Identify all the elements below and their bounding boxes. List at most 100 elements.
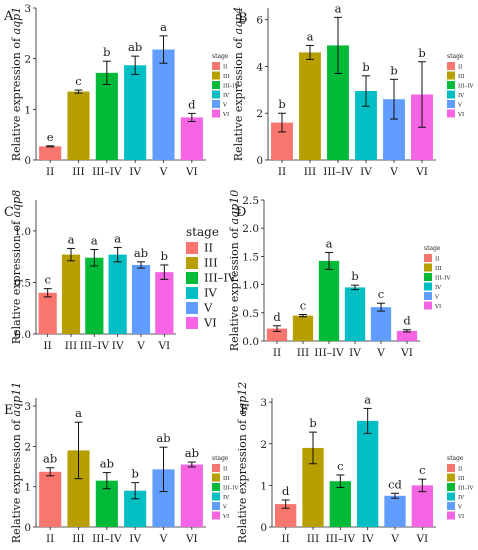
x-tick-label: III — [304, 166, 316, 178]
legend-swatch — [212, 62, 220, 70]
legend-swatch — [186, 317, 198, 329]
legend-entry: III — [458, 74, 465, 80]
legend-swatch — [212, 109, 220, 118]
bar-IV — [355, 91, 377, 160]
y-tick-label: 0.0 — [14, 329, 31, 341]
significance-letter: a — [114, 231, 121, 245]
y-tick-label: 2 — [256, 108, 263, 120]
y-axis-label: Relative expression of aqp12 — [236, 382, 249, 543]
legend-swatch — [424, 273, 432, 281]
bar-VI — [411, 485, 433, 527]
x-tick-label: VI — [157, 340, 170, 352]
x-tick-label: V — [376, 347, 385, 359]
legend-swatch — [447, 502, 455, 510]
bar-III–IV — [329, 481, 351, 527]
legend-swatch — [212, 492, 220, 501]
significance-letter: d — [403, 314, 411, 328]
y-tick-label: 4 — [256, 61, 263, 73]
legend-swatch — [447, 81, 455, 89]
significance-letter: b — [161, 249, 168, 263]
significance-letter: c — [75, 74, 81, 88]
legend-swatch — [212, 90, 220, 99]
bar-V — [383, 99, 405, 160]
legend-swatch — [424, 301, 432, 310]
legend-title: stage — [212, 455, 229, 462]
legend-title: stage — [186, 225, 219, 239]
y-tick-label: 6 — [256, 15, 263, 27]
y-tick-label: 2 — [24, 441, 31, 453]
x-tick-label: III–IV — [314, 347, 344, 359]
bar-V — [370, 307, 392, 341]
bar-III — [302, 447, 324, 527]
y-tick-label: 1.0 — [14, 226, 31, 238]
significance-letter: b — [390, 63, 397, 77]
legend-entry: III — [223, 476, 230, 482]
significance-letter: ab — [43, 452, 57, 466]
significance-letter: d — [188, 97, 196, 111]
legend-title: stage — [212, 53, 229, 60]
significance-letter: c — [337, 459, 343, 473]
legend-entry: VI — [434, 304, 441, 310]
bar-II — [266, 328, 288, 341]
legend-swatch — [186, 242, 198, 254]
y-tick-label: 1.0 — [242, 280, 259, 292]
legend-entry: IV — [435, 285, 442, 291]
legend-swatch — [447, 62, 455, 70]
significance-letter: ab — [128, 40, 142, 54]
panel-label: B — [238, 11, 248, 26]
significance-letter: b — [103, 45, 110, 59]
x-tick-label: IV — [362, 533, 374, 545]
legend-entry: III–IV — [223, 485, 239, 491]
legend-entry: IV — [458, 93, 465, 99]
bar-III — [299, 52, 321, 160]
y-tick-label: 0 — [256, 155, 263, 167]
significance-letter: c — [378, 287, 384, 301]
legend-entry: V — [434, 294, 440, 300]
panel-label: A — [3, 9, 14, 24]
legend-entry: II — [458, 466, 462, 472]
legend-swatch — [186, 272, 198, 284]
x-tick-label: V — [159, 533, 168, 545]
legend-swatch — [447, 90, 455, 99]
x-tick-label: III–IV — [323, 166, 353, 178]
x-tick-label: III — [72, 166, 84, 178]
legend-swatch — [212, 81, 220, 89]
bar-III–IV — [318, 260, 340, 341]
x-tick-label: III–IV — [326, 533, 356, 545]
significance-letter: a — [364, 392, 371, 406]
panel-label: D — [236, 205, 246, 220]
legend-swatch — [447, 511, 455, 520]
x-tick-label: VI — [400, 347, 413, 359]
legend-entry: II — [223, 64, 227, 70]
legend-entry: V — [222, 504, 228, 510]
y-axis-label: Relative expression of aqp1 — [10, 7, 23, 161]
legend-swatch — [212, 473, 220, 482]
y-tick-label: 3 — [24, 3, 31, 15]
legend-swatch — [424, 292, 432, 300]
significance-letter: d — [273, 310, 281, 324]
legend-entry: III–IV — [435, 275, 451, 281]
panel-label: C — [4, 205, 14, 220]
legend-entry: IV — [204, 286, 218, 300]
legend-entry: II — [458, 64, 462, 70]
bar-III — [67, 450, 90, 527]
legend-title: stage — [447, 53, 464, 60]
significance-letter: b — [351, 269, 358, 283]
bar-V — [131, 264, 151, 334]
y-tick-label: 1 — [24, 482, 31, 494]
significance-letter: a — [335, 1, 342, 15]
x-tick-label: V — [159, 166, 168, 178]
x-tick-label: II — [46, 166, 54, 178]
legend-entry: VI — [203, 316, 217, 330]
y-tick-label: 1 — [260, 480, 267, 492]
legend-entry: III–IV — [458, 83, 474, 89]
significance-letter: b — [131, 467, 138, 481]
y-axis-label: Relative expression of aqp10 — [228, 190, 241, 351]
y-tick-label: 3 — [24, 401, 31, 413]
x-tick-label: II — [273, 347, 281, 359]
y-tick-label: 2 — [260, 439, 267, 451]
legend-swatch — [447, 483, 455, 491]
legend-entry: III–IV — [223, 83, 239, 89]
